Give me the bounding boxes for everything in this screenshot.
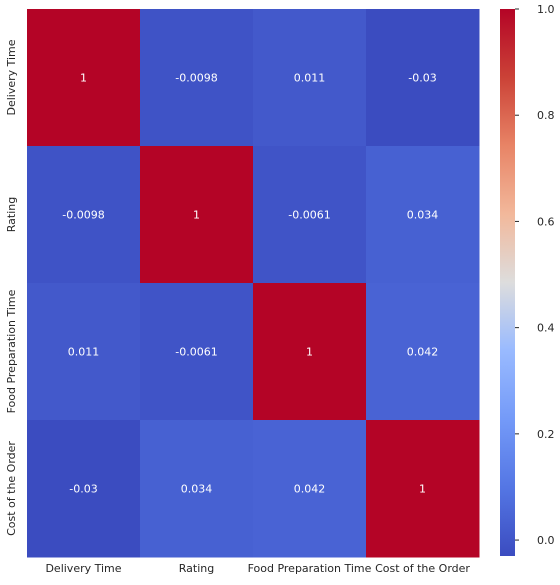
heatmap-cell <box>140 146 254 284</box>
heatmap-cell <box>253 283 367 421</box>
heatmap-cell <box>253 420 367 558</box>
heatmap-col-labels: Delivery Time Rating Food Preparation Time… <box>45 562 470 575</box>
heatmap-cell <box>140 420 254 558</box>
heatmap-cell <box>366 420 480 558</box>
heatmap-cell-value: 0.042 <box>294 483 326 496</box>
heatmap-cell <box>27 9 141 147</box>
heatmap-cell-value: -0.03 <box>69 483 97 496</box>
colorbar-tick-label: 0.8 <box>537 109 555 122</box>
heatmap-cell <box>27 283 141 421</box>
heatmap-cell <box>253 9 367 147</box>
colorbar-tick-label: 0.4 <box>537 322 555 335</box>
heatmap-cell <box>27 146 141 284</box>
row-tick-label: Delivery Time <box>5 39 18 115</box>
heatmap-cell-value: 1 <box>80 72 87 85</box>
colorbar-tick-label: 0.6 <box>537 215 555 228</box>
row-tick-label: Rating <box>5 197 18 232</box>
row-tick-label: Food Preparation Time <box>5 289 18 413</box>
heatmap-cells <box>27 9 480 558</box>
heatmap-cell-value: 0.011 <box>294 72 326 85</box>
colorbar: 0.0 0.2 0.4 0.6 0.8 1.0 <box>500 3 555 556</box>
heatmap-row-labels: Delivery Time Rating Food Preparation Time… <box>5 39 18 536</box>
row-tick-label: Cost of the Order <box>5 441 18 536</box>
heatmap-cell <box>140 9 254 147</box>
heatmap-cell <box>253 146 367 284</box>
heatmap-cell-value: 0.034 <box>181 483 213 496</box>
heatmap-cell-value: -0.0098 <box>62 209 104 222</box>
col-tick-label: Delivery Time <box>45 562 121 575</box>
colorbar-tick-label: 0.0 <box>537 534 555 547</box>
heatmap-cell-value: -0.03 <box>408 72 436 85</box>
heatmap-cell <box>27 420 141 558</box>
col-tick-label: Food Preparation Time <box>248 562 372 575</box>
colorbar-tick-label: 0.2 <box>537 428 555 441</box>
heatmap-cell <box>366 9 480 147</box>
colorbar-tick-label: 1.0 <box>537 3 555 16</box>
heatmap-cell <box>366 146 480 284</box>
heatmap-cell-value: 1 <box>419 483 426 496</box>
colorbar-gradient <box>500 9 515 556</box>
heatmap-cell-value: -0.0061 <box>288 209 330 222</box>
col-tick-label: Cost of the Order <box>375 562 470 575</box>
heatmap-cell-value: -0.0061 <box>175 346 217 359</box>
heatmap-cell-value: 1 <box>306 346 313 359</box>
heatmap-cell-value: 1 <box>193 209 200 222</box>
heatmap-cell <box>366 283 480 421</box>
heatmap-cell-value: -0.0098 <box>175 72 217 85</box>
heatmap-cell-labels: 1 -0.0098 0.011 -0.03 -0.0098 1 -0.0061 0.034 0.… <box>62 72 438 496</box>
heatmap-cell <box>140 283 254 421</box>
heatmap-cell-value: 0.042 <box>407 346 439 359</box>
col-tick-label: Rating <box>179 562 214 575</box>
heatmap-cell-value: 0.011 <box>68 346 100 359</box>
heatmap-cell-value: 0.034 <box>407 209 439 222</box>
